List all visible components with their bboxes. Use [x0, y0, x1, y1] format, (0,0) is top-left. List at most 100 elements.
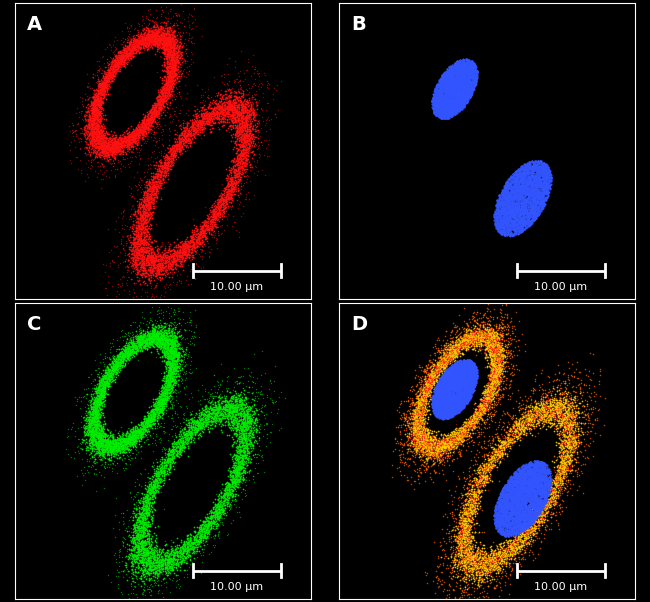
Point — [144, 108, 154, 117]
Point — [448, 85, 458, 95]
Point — [466, 375, 476, 385]
Point — [460, 370, 470, 380]
Point — [88, 115, 99, 125]
Point — [76, 99, 86, 108]
Point — [172, 449, 182, 459]
Point — [497, 329, 508, 338]
Point — [143, 522, 153, 532]
Point — [86, 124, 97, 134]
Point — [441, 70, 452, 79]
Point — [419, 385, 429, 395]
Point — [217, 386, 228, 396]
Point — [170, 340, 180, 350]
Point — [247, 81, 257, 90]
Point — [453, 384, 463, 394]
Point — [437, 109, 447, 119]
Point — [461, 79, 471, 88]
Point — [188, 132, 199, 141]
Point — [135, 40, 146, 49]
Point — [132, 536, 142, 546]
Point — [167, 380, 177, 389]
Point — [469, 423, 479, 433]
Point — [107, 147, 117, 157]
Point — [463, 510, 474, 520]
Point — [454, 394, 465, 403]
Point — [76, 439, 86, 449]
Point — [515, 432, 525, 442]
Point — [124, 342, 134, 352]
Point — [562, 405, 573, 415]
Point — [435, 361, 445, 370]
Point — [480, 577, 491, 587]
Point — [144, 488, 155, 498]
Point — [88, 122, 98, 132]
Point — [526, 200, 536, 209]
Point — [544, 524, 554, 534]
Point — [155, 249, 166, 259]
Point — [453, 98, 463, 107]
Point — [235, 409, 245, 419]
Point — [445, 67, 456, 76]
Point — [168, 150, 178, 160]
Point — [95, 79, 105, 88]
Point — [157, 134, 168, 144]
Point — [458, 386, 469, 396]
Point — [98, 444, 108, 454]
Point — [96, 430, 107, 439]
Point — [467, 333, 478, 343]
Point — [167, 349, 177, 358]
Point — [505, 569, 515, 579]
Point — [458, 81, 469, 91]
Point — [161, 162, 172, 172]
Point — [428, 378, 438, 388]
Point — [151, 336, 162, 346]
Point — [460, 545, 470, 555]
Point — [240, 152, 250, 162]
Point — [460, 82, 471, 92]
Point — [237, 392, 247, 402]
Point — [514, 559, 525, 568]
Point — [111, 357, 121, 367]
Point — [448, 400, 459, 409]
Point — [456, 400, 467, 409]
Point — [164, 559, 174, 569]
Point — [202, 413, 212, 423]
Point — [525, 185, 536, 194]
Point — [167, 332, 177, 341]
Point — [443, 383, 454, 393]
Point — [198, 116, 208, 126]
Point — [118, 135, 128, 145]
Point — [459, 379, 469, 388]
Point — [144, 421, 155, 431]
Point — [175, 426, 185, 436]
Point — [72, 119, 83, 129]
Point — [450, 93, 461, 102]
Point — [179, 144, 189, 154]
Point — [521, 218, 531, 228]
Point — [169, 158, 179, 167]
Point — [462, 97, 472, 107]
Point — [431, 448, 441, 458]
Point — [497, 216, 508, 225]
Point — [501, 485, 512, 495]
Point — [497, 436, 507, 446]
Point — [136, 225, 146, 235]
Point — [502, 218, 512, 228]
Point — [473, 577, 484, 587]
Point — [439, 396, 449, 405]
Point — [427, 400, 437, 410]
Point — [171, 450, 181, 460]
Point — [481, 471, 491, 481]
Point — [199, 122, 209, 132]
Point — [450, 64, 460, 73]
Point — [103, 372, 113, 382]
Point — [509, 509, 519, 519]
Point — [571, 432, 581, 442]
Point — [427, 373, 437, 382]
Point — [221, 391, 231, 401]
Point — [166, 330, 176, 340]
Point — [529, 512, 539, 521]
Point — [501, 211, 512, 220]
Point — [163, 268, 174, 278]
Point — [94, 380, 105, 390]
